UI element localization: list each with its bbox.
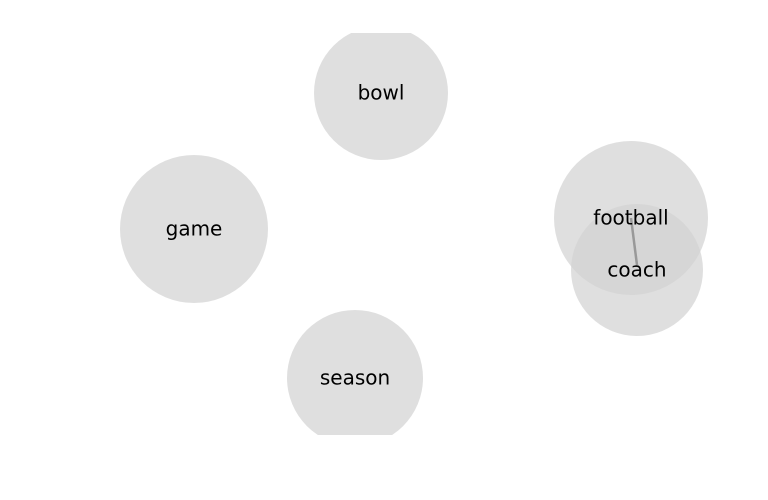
- node-labels: bowl game football coach season: [166, 81, 669, 390]
- node-circles: [120, 26, 708, 446]
- node-circle-season[interactable]: [287, 310, 423, 446]
- edge-football-coach: [629, 217, 639, 266]
- graph-plot-area: bowl game football coach season: [120, 26, 708, 446]
- node-label-coach: coach: [607, 258, 666, 282]
- node-label-game: game: [166, 217, 223, 241]
- node-label-bowl: bowl: [358, 81, 405, 105]
- node-circle-coach[interactable]: [571, 204, 703, 336]
- node-label-season: season: [320, 366, 390, 390]
- node-circle-bowl[interactable]: [314, 26, 448, 160]
- node-label-football: football: [593, 206, 668, 230]
- node-circle-game[interactable]: [120, 155, 268, 303]
- edges: [629, 217, 639, 266]
